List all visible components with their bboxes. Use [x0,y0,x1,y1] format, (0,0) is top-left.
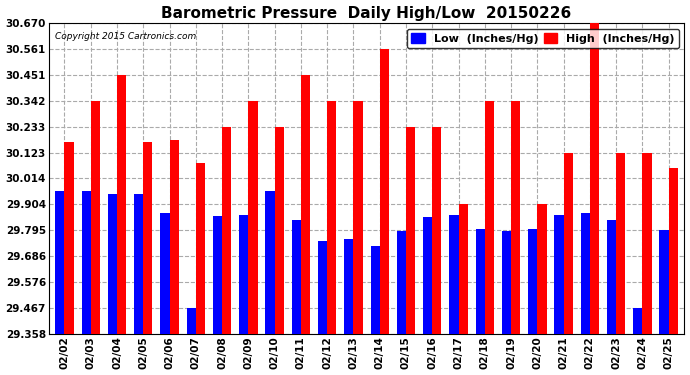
Bar [380,49,389,334]
Bar [318,241,327,334]
Bar [144,141,152,334]
Bar [160,213,170,334]
Bar [397,231,406,334]
Bar [64,141,74,334]
Bar [423,217,432,334]
Bar [186,308,196,334]
Bar [91,101,100,334]
Bar [81,191,91,334]
Bar [248,101,257,334]
Bar [108,194,117,334]
Bar [633,308,642,334]
Bar [406,127,415,334]
Bar [275,127,284,334]
Bar [485,101,494,334]
Bar [502,231,511,334]
Title: Barometric Pressure  Daily High/Low  20150226: Barometric Pressure Daily High/Low 20150… [161,6,572,21]
Bar [538,204,546,334]
Bar [581,213,590,334]
Text: Copyright 2015 Cartronics.com: Copyright 2015 Cartronics.com [55,32,197,41]
Bar [475,229,485,334]
Bar [292,220,301,334]
Bar [266,191,275,334]
Bar [554,215,564,334]
Bar [449,215,459,334]
Bar [590,23,599,334]
Bar [459,204,468,334]
Bar [353,101,363,334]
Bar [660,230,669,334]
Legend: Low  (Inches/Hg), High  (Inches/Hg): Low (Inches/Hg), High (Inches/Hg) [407,28,679,48]
Bar [134,194,144,334]
Bar [213,216,222,334]
Bar [327,101,336,334]
Bar [616,153,625,334]
Bar [117,75,126,334]
Bar [301,75,310,334]
Bar [511,101,520,334]
Bar [432,127,442,334]
Bar [196,163,205,334]
Bar [239,215,248,334]
Bar [669,168,678,334]
Bar [170,140,179,334]
Bar [564,153,573,334]
Bar [344,238,353,334]
Bar [528,229,538,334]
Bar [222,127,231,334]
Bar [607,220,616,334]
Bar [642,153,651,334]
Bar [55,191,64,334]
Bar [371,246,380,334]
